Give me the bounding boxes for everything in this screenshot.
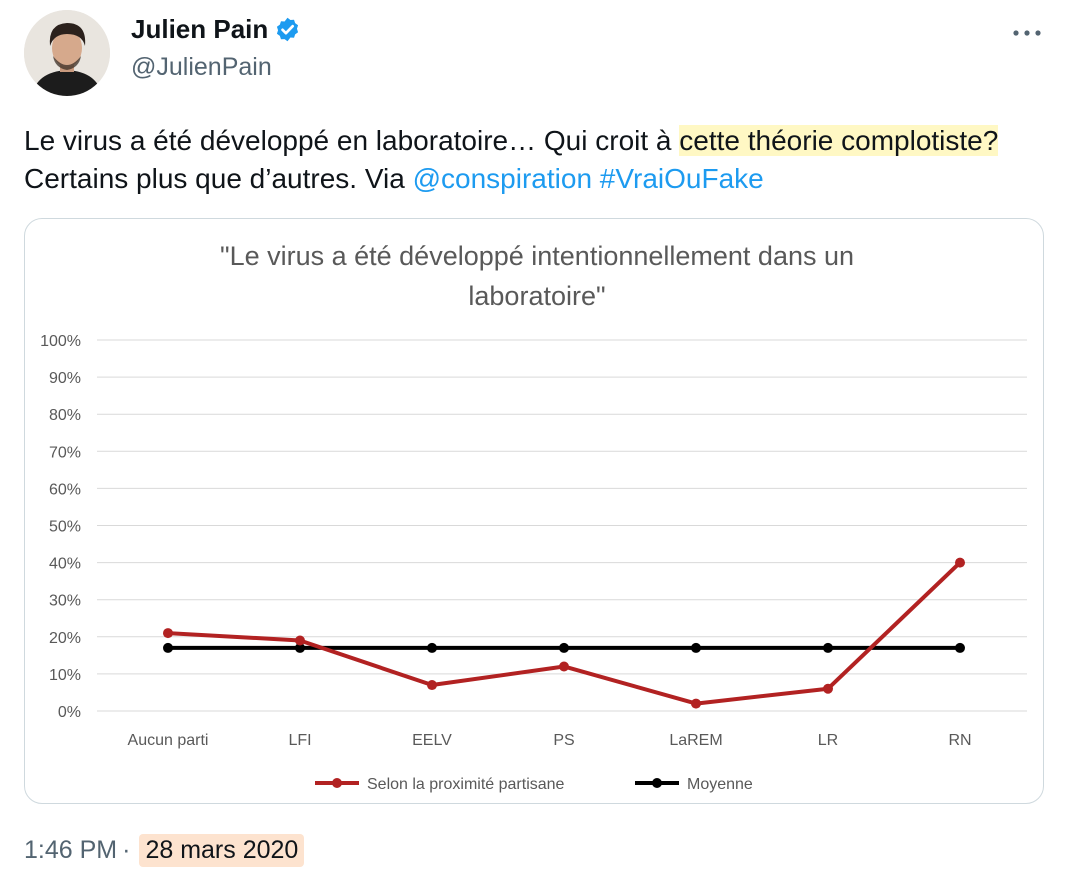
x-tick-label: LFI [288, 732, 311, 749]
series-line [166, 560, 962, 706]
data-point [691, 642, 701, 653]
data-point [295, 635, 305, 646]
tweet-date: 28 mars 2020 [139, 834, 305, 867]
legend-swatch-marker [332, 778, 342, 788]
verified-badge-icon [277, 17, 299, 42]
x-tick-label: Aucun parti [128, 732, 209, 749]
tweet-timestamp[interactable]: 1:46 PM · 28 mars 2020 [24, 834, 305, 867]
legend-swatch-marker [652, 778, 662, 788]
author-handle[interactable]: @JulienPain [131, 53, 272, 81]
data-point [823, 642, 833, 653]
x-tick-label: PS [553, 732, 574, 749]
data-point [295, 642, 305, 653]
avatar[interactable] [24, 10, 110, 96]
y-tick-label: 0% [58, 704, 81, 721]
tweet-text-part2: Certains plus que d’autres. Via [24, 163, 413, 194]
x-tick-label: EELV [412, 732, 452, 749]
more-dots-icon[interactable] [1010, 18, 1044, 48]
person-photo-icon [24, 10, 110, 96]
hashtag-link[interactable]: #VraiOuFake [599, 163, 764, 194]
y-tick-label: 10% [49, 667, 81, 684]
legend-label: Selon la proximité partisane [367, 776, 565, 793]
data-point [823, 683, 833, 694]
author-name[interactable]: Julien Pain [131, 14, 269, 44]
tweet-text-part1: Le virus a été développé en laboratoire…… [24, 125, 680, 156]
legend-label: Moyenne [687, 776, 753, 793]
tweet-time: 1:46 PM [24, 836, 118, 864]
tweet-highlight: cette théorie complotiste? [679, 125, 999, 156]
chart-title-line: laboratoire" [468, 281, 605, 311]
x-tick-label: RN [948, 732, 971, 749]
data-point [163, 642, 173, 653]
chart-image[interactable]: "Le virus a été développé intentionnelle… [24, 218, 1044, 804]
data-point [163, 628, 173, 639]
y-tick-label: 60% [49, 481, 81, 498]
data-point [559, 642, 569, 653]
y-tick-label: 40% [49, 556, 81, 573]
line-chart: "Le virus a été développé intentionnelle… [40, 241, 1027, 793]
tweet-text: Le virus a été développé en laboratoire…… [24, 122, 1054, 198]
data-point [955, 557, 965, 568]
mention-link[interactable]: @conspiration [412, 163, 593, 194]
y-tick-label: 50% [49, 519, 81, 536]
y-tick-label: 90% [49, 370, 81, 387]
y-tick-label: 80% [49, 407, 81, 424]
y-tick-label: 70% [49, 444, 81, 461]
y-tick-label: 30% [49, 593, 81, 610]
y-tick-label: 20% [49, 630, 81, 647]
chart-title-line: "Le virus a été développé intentionnelle… [220, 241, 854, 271]
x-tick-label: LR [818, 732, 838, 749]
data-point [559, 661, 569, 672]
data-point [427, 680, 437, 691]
x-tick-label: LaREM [669, 732, 722, 749]
data-point [955, 642, 965, 653]
y-tick-label: 100% [40, 333, 81, 350]
data-point [427, 642, 437, 653]
data-point [691, 698, 701, 709]
timestamp-separator: · [122, 836, 131, 864]
